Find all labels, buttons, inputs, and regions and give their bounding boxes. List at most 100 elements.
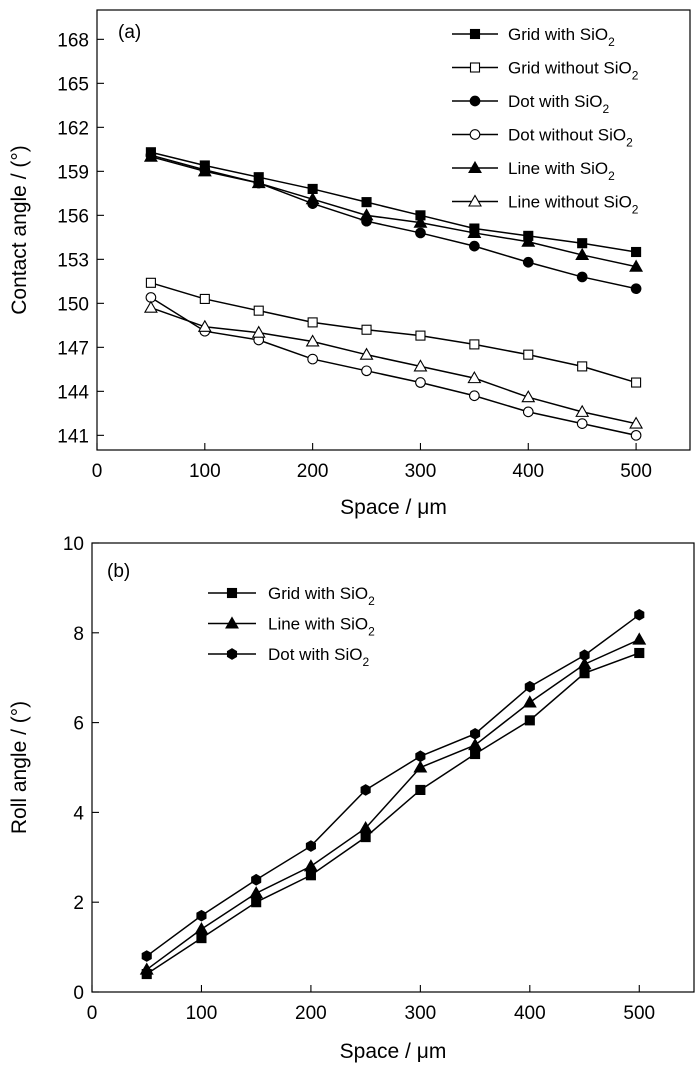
- series-line: [150, 282, 637, 384]
- data-point: [251, 873, 262, 886]
- x-tick-label: 400: [514, 1003, 546, 1024]
- legend: Grid with SiO2 Grid without SiO2 Dot with …: [452, 25, 639, 217]
- data-point: [361, 197, 372, 208]
- data-point: [469, 390, 480, 402]
- legend-marker: [226, 648, 238, 660]
- data-point: [307, 353, 318, 365]
- data-point: [196, 909, 207, 922]
- data-point: [413, 359, 428, 372]
- data-point: [360, 832, 371, 843]
- data-point: [469, 339, 480, 350]
- data-point: [305, 334, 320, 347]
- series-grid-without-sio2: [145, 277, 642, 388]
- x-tick-label: 500: [620, 461, 652, 482]
- data-point: [579, 649, 590, 662]
- series-line: [146, 614, 640, 957]
- y-tick-label: 0: [73, 983, 84, 1004]
- data-point: [629, 259, 644, 272]
- data-point: [305, 870, 316, 881]
- y-tick-label: 2: [73, 893, 84, 914]
- data-point: [469, 240, 480, 252]
- data-point: [631, 246, 642, 258]
- y-tick-label: 10: [63, 534, 84, 555]
- y-tick-label: 165: [57, 74, 89, 95]
- x-tick-label: 0: [92, 461, 103, 482]
- data-point: [361, 365, 372, 377]
- data-point: [522, 695, 537, 708]
- data-point: [575, 404, 590, 417]
- data-point: [632, 632, 647, 645]
- plot-frame: [96, 9, 691, 451]
- series-grid-with-sio2: [141, 647, 645, 980]
- data-point: [358, 821, 373, 834]
- legend-item: Dot with SiO2: [452, 92, 609, 116]
- legend-item: Grid with SiO2: [208, 584, 375, 608]
- data-point: [415, 330, 426, 341]
- y-tick-label: 6: [73, 714, 84, 735]
- data-point: [305, 840, 316, 852]
- data-point: [307, 183, 318, 194]
- data-point: [631, 377, 642, 388]
- data-point: [579, 668, 590, 679]
- data-point: [524, 715, 535, 726]
- legend-marker: [226, 587, 238, 599]
- legend: Grid with SiO2 Line with SiO2 Dot with SiO…: [208, 584, 375, 669]
- legend-label: Dot without SiO2: [508, 126, 633, 150]
- data-point: [359, 208, 374, 221]
- data-point: [415, 750, 426, 763]
- data-point: [249, 886, 264, 899]
- x-tick-label: 500: [623, 1003, 655, 1024]
- data-point: [630, 429, 642, 441]
- data-point: [413, 760, 428, 773]
- y-tick-label: 147: [57, 338, 89, 359]
- y-axis-title: Contact angle / (°): [8, 145, 31, 314]
- legend-item: Line without SiO2: [452, 193, 639, 217]
- data-point: [303, 859, 318, 872]
- y-tick-label: 168: [57, 30, 89, 51]
- data-point: [415, 784, 426, 796]
- x-tick-label: 400: [512, 461, 544, 482]
- data-point: [467, 371, 482, 384]
- data-point: [576, 418, 588, 429]
- legend-item: Grid without SiO2: [452, 59, 639, 83]
- y-tick-label: 141: [57, 426, 89, 447]
- legend-marker: [469, 62, 481, 73]
- series-line: [146, 652, 640, 975]
- y-tick-label: 144: [57, 382, 89, 403]
- chart-panel-b: 0 100 200 300 400 500 0 2 4 6 8 10 Space / μm Roll an…: [8, 534, 695, 1063]
- legend-label: Line without SiO2: [508, 193, 639, 217]
- legend-label: Dot with SiO2: [508, 92, 609, 116]
- y-tick-label: 153: [57, 250, 89, 271]
- data-point: [524, 680, 535, 693]
- series-line: [150, 296, 637, 437]
- data-point: [521, 390, 536, 403]
- data-point: [139, 962, 154, 975]
- legend-label: Line with SiO2: [508, 159, 615, 183]
- legend-item: Line with SiO2: [208, 615, 375, 639]
- x-axis-title: Space / μm: [340, 496, 447, 519]
- data-point: [145, 277, 156, 288]
- legend-label: Line with SiO2: [268, 615, 375, 639]
- x-tick-label: 100: [186, 1003, 218, 1024]
- data-point: [143, 149, 158, 162]
- legend-marker: [468, 160, 482, 174]
- data-point: [197, 319, 212, 332]
- series-line: [146, 638, 640, 971]
- series-line-with-sio2: [143, 149, 644, 272]
- data-point: [305, 192, 320, 205]
- legend-marker: [469, 28, 481, 40]
- series-dot-without-sio2: [145, 292, 642, 441]
- data-point: [630, 283, 642, 295]
- x-tick-label: 300: [405, 1003, 437, 1024]
- series-line-without-sio2: [143, 300, 644, 429]
- x-tick-label: 100: [189, 461, 221, 482]
- legend-item: Dot without SiO2: [452, 126, 633, 150]
- data-point: [360, 784, 371, 796]
- series-dot-with-sio2: [141, 609, 645, 962]
- legend-marker: [225, 616, 239, 629]
- data-point: [359, 347, 374, 360]
- data-point: [197, 164, 212, 177]
- legend-item: Dot with SiO2: [208, 645, 369, 669]
- data-point: [470, 727, 481, 740]
